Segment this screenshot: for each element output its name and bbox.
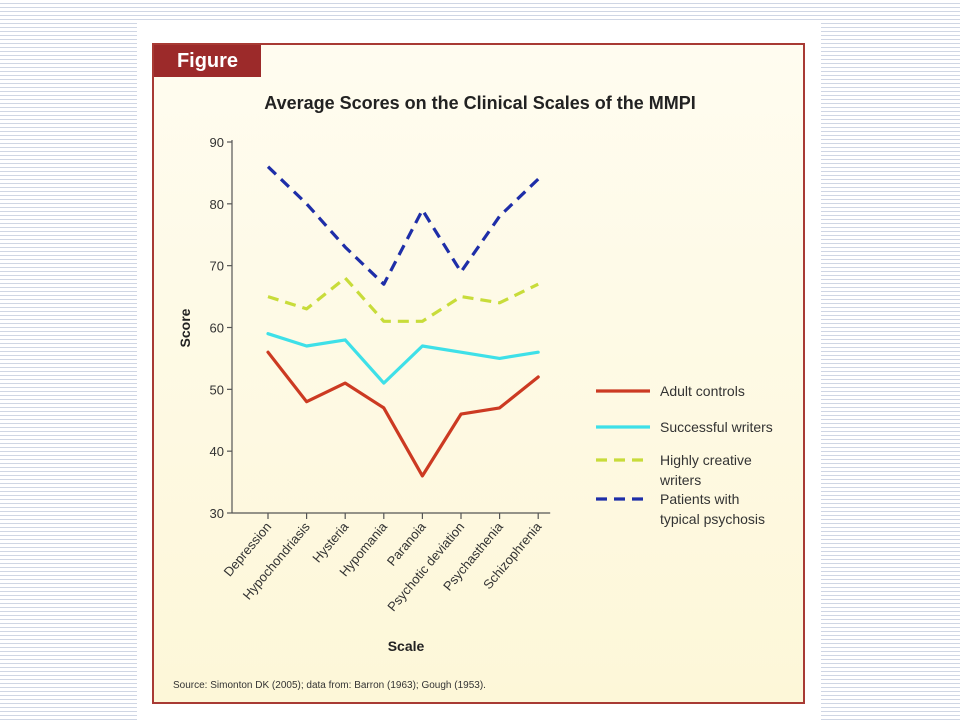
x-axis-label: Scale [388,638,425,654]
x-tick-label: Hypochondriasis [240,519,314,603]
figure-frame: Figure [152,43,805,704]
y-tick-label: 60 [210,321,224,336]
y-axis-label: Score [177,308,193,347]
legend-label: Adult controls [660,383,745,399]
y-tick-label: 90 [210,135,224,150]
y-tick-label: 70 [210,259,224,274]
y-tick-label: 80 [210,197,224,212]
series-line-3 [266,165,540,286]
y-tick-label: 40 [210,444,224,459]
legend-label: Highly creative [660,452,752,468]
legend-label: writers [659,472,701,488]
figure-tab: Figure [154,45,261,77]
series-line-0 [266,350,540,478]
series-line-1 [266,332,540,385]
y-tick-label: 50 [210,382,224,397]
legend-label: typical psychosis [660,511,765,527]
legend-label: Patients with [660,491,739,507]
y-tick-label: 30 [210,506,224,521]
legend-label: Successful writers [660,419,773,435]
chart-title: Average Scores on the Clinical Scales of… [264,93,695,113]
source-note: Source: Simonton DK (2005); data from: B… [173,680,486,691]
series-line-2 [267,276,539,323]
